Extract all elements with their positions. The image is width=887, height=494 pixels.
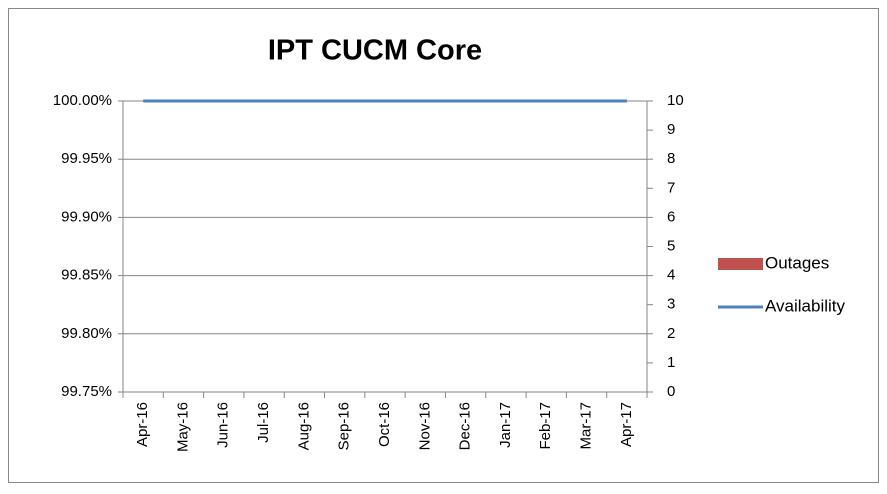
y-tick-label: 99.75% bbox=[61, 383, 112, 400]
y2-tick-label: 6 bbox=[667, 208, 675, 225]
y2-tick-label: 2 bbox=[667, 325, 675, 342]
y2-tick-label: 10 bbox=[667, 92, 684, 109]
x-tick-label: Jan-17 bbox=[497, 402, 514, 448]
y2-tick-label: 8 bbox=[667, 150, 675, 167]
x-tick-label: Apr-17 bbox=[618, 402, 635, 447]
y2-tick-label: 4 bbox=[667, 267, 675, 284]
y-tick-label: 99.85% bbox=[61, 267, 112, 284]
y2-tick-label: 1 bbox=[667, 354, 675, 371]
x-tick-label: Mar-17 bbox=[578, 402, 595, 450]
y-tick-label: 100.00% bbox=[53, 92, 112, 109]
legend-swatch bbox=[718, 258, 763, 270]
x-tick-label: Sep-16 bbox=[336, 402, 353, 450]
y2-tick-label: 7 bbox=[667, 179, 675, 196]
y-tick-label: 99.95% bbox=[61, 150, 112, 167]
chart-title: IPT CUCM Core bbox=[268, 35, 482, 67]
x-tick-label: Nov-16 bbox=[416, 402, 433, 450]
x-tick-label: Oct-16 bbox=[376, 402, 393, 447]
x-tick-label: Jul-16 bbox=[255, 402, 272, 443]
chart-border bbox=[8, 8, 879, 483]
y-tick-label: 99.90% bbox=[61, 208, 112, 225]
x-tick-label: Apr-16 bbox=[134, 402, 151, 447]
x-tick-label: Dec-16 bbox=[457, 402, 474, 450]
x-tick-label: Feb-17 bbox=[537, 402, 554, 450]
x-tick-label: Jun-16 bbox=[215, 402, 232, 448]
x-tick-label: May-16 bbox=[174, 402, 191, 452]
x-tick-label: Aug-16 bbox=[295, 402, 312, 450]
legend-label: Availability bbox=[765, 296, 846, 315]
y-tick-label: 99.80% bbox=[61, 325, 112, 342]
y2-tick-label: 0 bbox=[667, 383, 675, 400]
y2-tick-label: 9 bbox=[667, 121, 675, 138]
legend-label: Outages bbox=[765, 253, 829, 272]
y2-tick-label: 3 bbox=[667, 296, 675, 313]
y2-tick-label: 5 bbox=[667, 237, 675, 254]
